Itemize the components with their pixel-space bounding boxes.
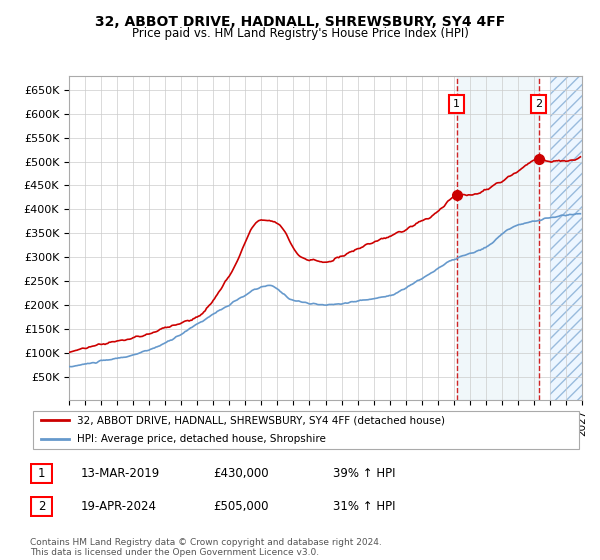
Text: £430,000: £430,000 [213, 466, 269, 480]
Text: 13-MAR-2019: 13-MAR-2019 [81, 466, 160, 480]
FancyBboxPatch shape [33, 411, 579, 449]
Text: 32, ABBOT DRIVE, HADNALL, SHREWSBURY, SY4 4FF: 32, ABBOT DRIVE, HADNALL, SHREWSBURY, SY… [95, 15, 505, 29]
Text: 1: 1 [38, 466, 45, 480]
Text: 31% ↑ HPI: 31% ↑ HPI [333, 500, 395, 514]
Text: 19-APR-2024: 19-APR-2024 [81, 500, 157, 514]
Text: 1: 1 [453, 99, 460, 109]
Text: £505,000: £505,000 [213, 500, 269, 514]
FancyBboxPatch shape [31, 464, 52, 483]
Bar [550, 76, 582, 400]
Text: 39% ↑ HPI: 39% ↑ HPI [333, 466, 395, 480]
Text: 2: 2 [38, 500, 45, 514]
Text: Contains HM Land Registry data © Crown copyright and database right 2024.
This d: Contains HM Land Registry data © Crown c… [30, 538, 382, 557]
Text: 32, ABBOT DRIVE, HADNALL, SHREWSBURY, SY4 4FF (detached house): 32, ABBOT DRIVE, HADNALL, SHREWSBURY, SY… [77, 415, 445, 425]
Text: HPI: Average price, detached house, Shropshire: HPI: Average price, detached house, Shro… [77, 435, 326, 445]
Text: 2: 2 [535, 99, 542, 109]
FancyBboxPatch shape [31, 497, 52, 516]
Text: Price paid vs. HM Land Registry's House Price Index (HPI): Price paid vs. HM Land Registry's House … [131, 27, 469, 40]
Bar [457, 76, 539, 400]
Bar [550, 76, 582, 400]
